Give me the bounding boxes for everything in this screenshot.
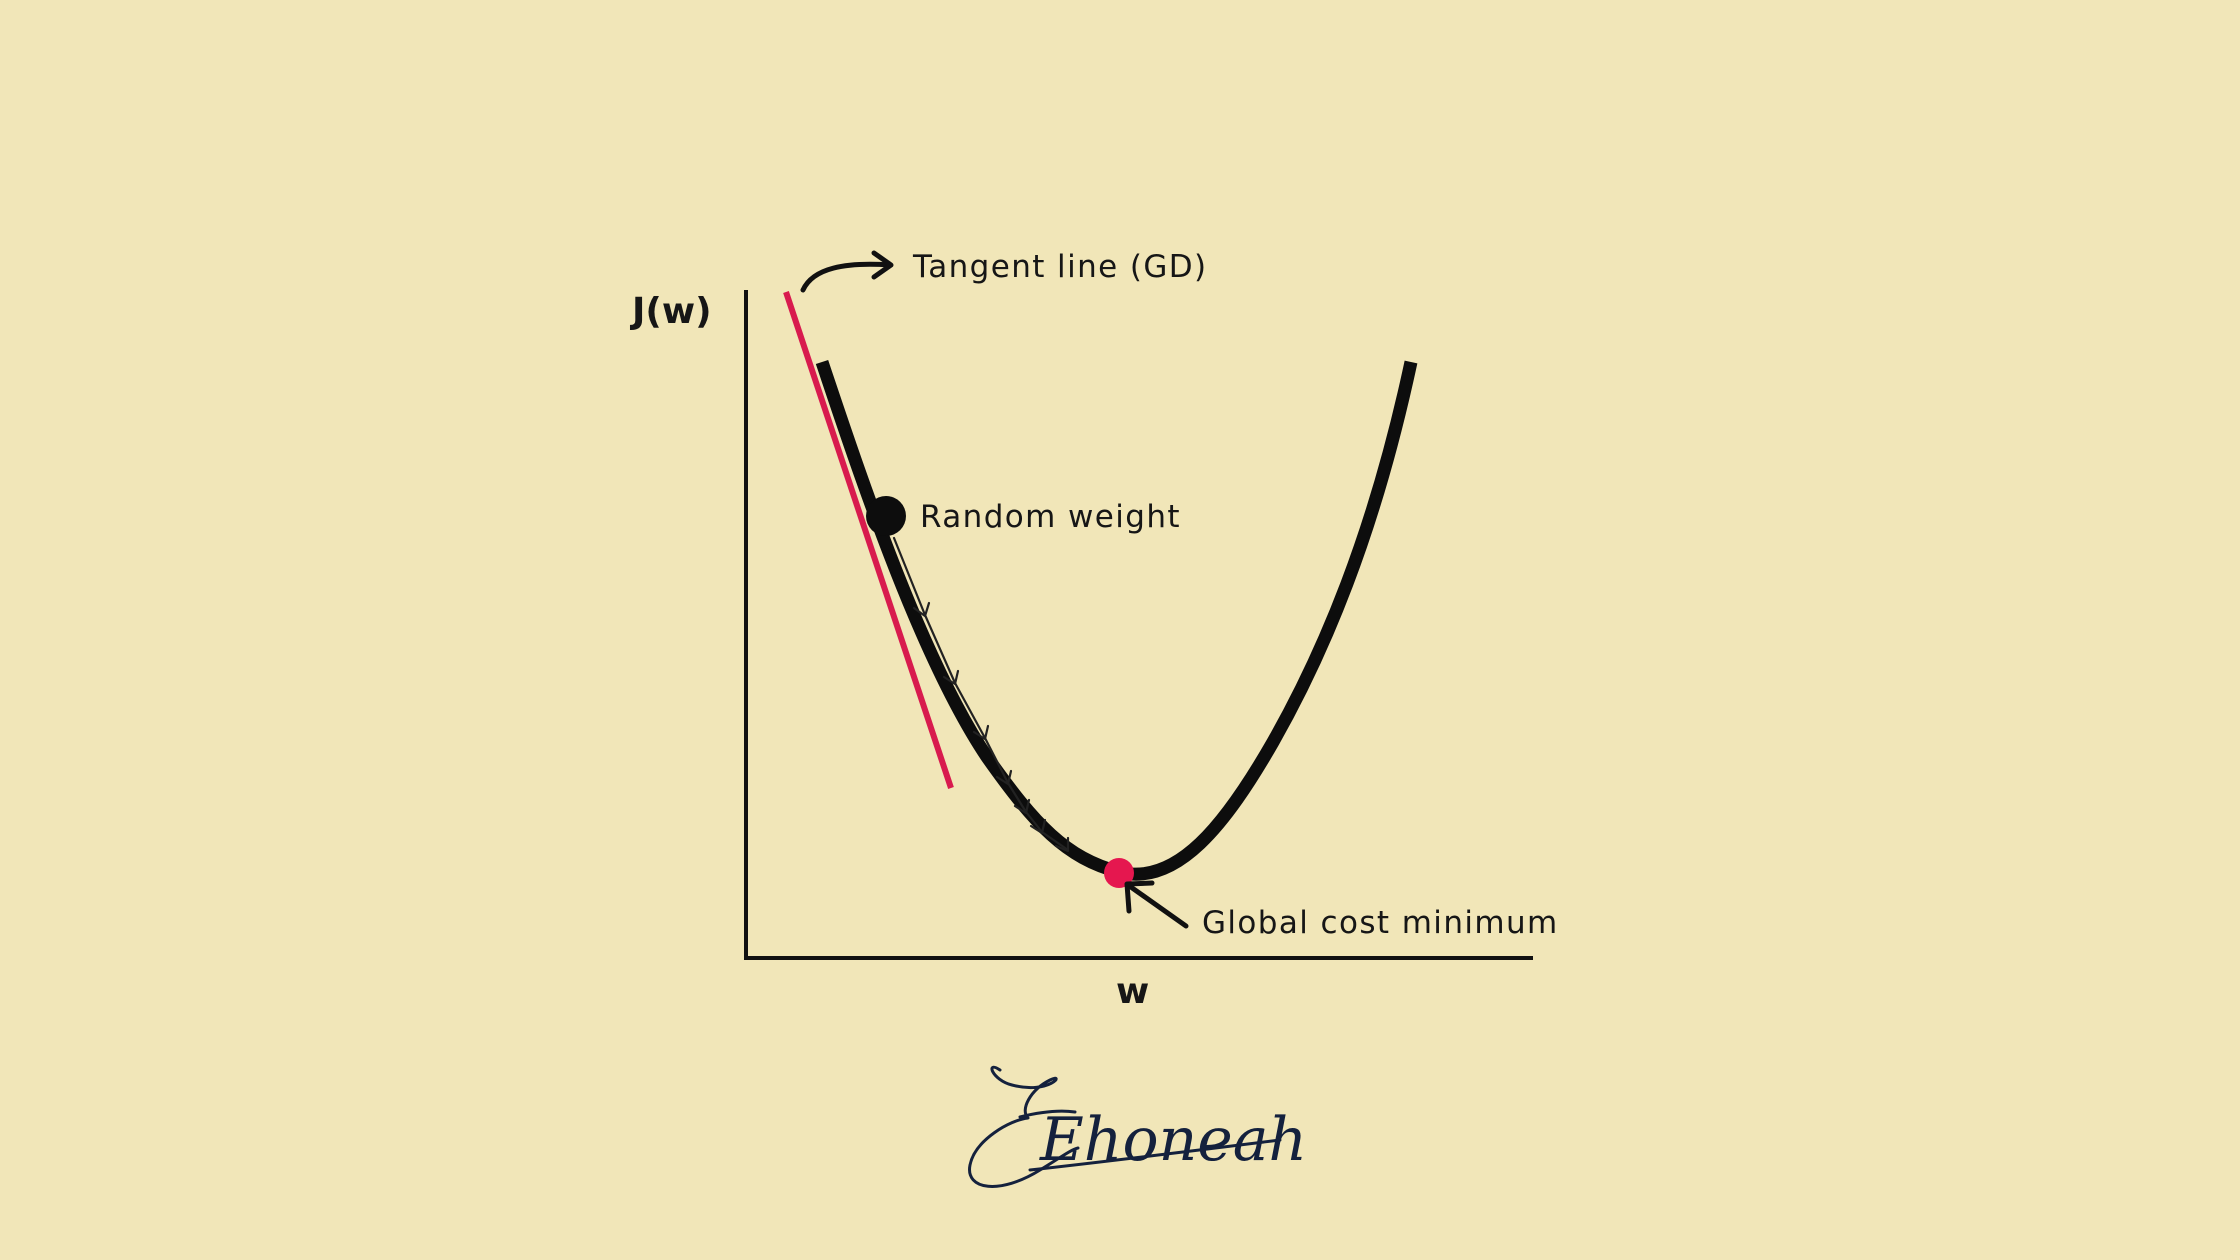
- tangent-line-label: Tangent line (GD): [912, 249, 1208, 285]
- global-minimum-label: Global cost minimum: [1202, 905, 1559, 941]
- descent-step-arrowhead: [942, 669, 960, 686]
- tangent-line: [783, 291, 954, 789]
- global-minimum-point: [1104, 858, 1134, 888]
- descent-steps: [892, 536, 1070, 853]
- x-axis-label: w: [1116, 971, 1149, 1012]
- minimum-pointer-arrow: [1125, 882, 1189, 929]
- y-axis-label: J(w): [629, 291, 712, 332]
- descent-step-arrowhead: [1029, 818, 1047, 835]
- signature-e-flourish: [968, 1065, 1080, 1188]
- descent-step-arrowhead: [995, 769, 1013, 786]
- signature-e-crossbar: [1018, 1109, 1077, 1119]
- descent-step-arrowhead: [1013, 798, 1031, 815]
- minimum-pointer-arrowhead: [1124, 880, 1155, 914]
- random-weight-point: [866, 496, 906, 536]
- cost-curve: [815, 359, 1418, 881]
- descent-step-arrowhead: [912, 601, 931, 618]
- descent-path-line: [892, 536, 1070, 852]
- signature-underline: [1028, 1138, 1282, 1172]
- tangent-pointer-arrowhead: [871, 250, 894, 280]
- descent-step-arrowhead: [972, 724, 990, 741]
- tangent-pointer-arrow: [800, 261, 893, 293]
- random-weight-label: Random weight: [920, 499, 1181, 535]
- signature: Ehoneah: [968, 1065, 1307, 1188]
- descent-step-arrowhead: [1054, 836, 1070, 853]
